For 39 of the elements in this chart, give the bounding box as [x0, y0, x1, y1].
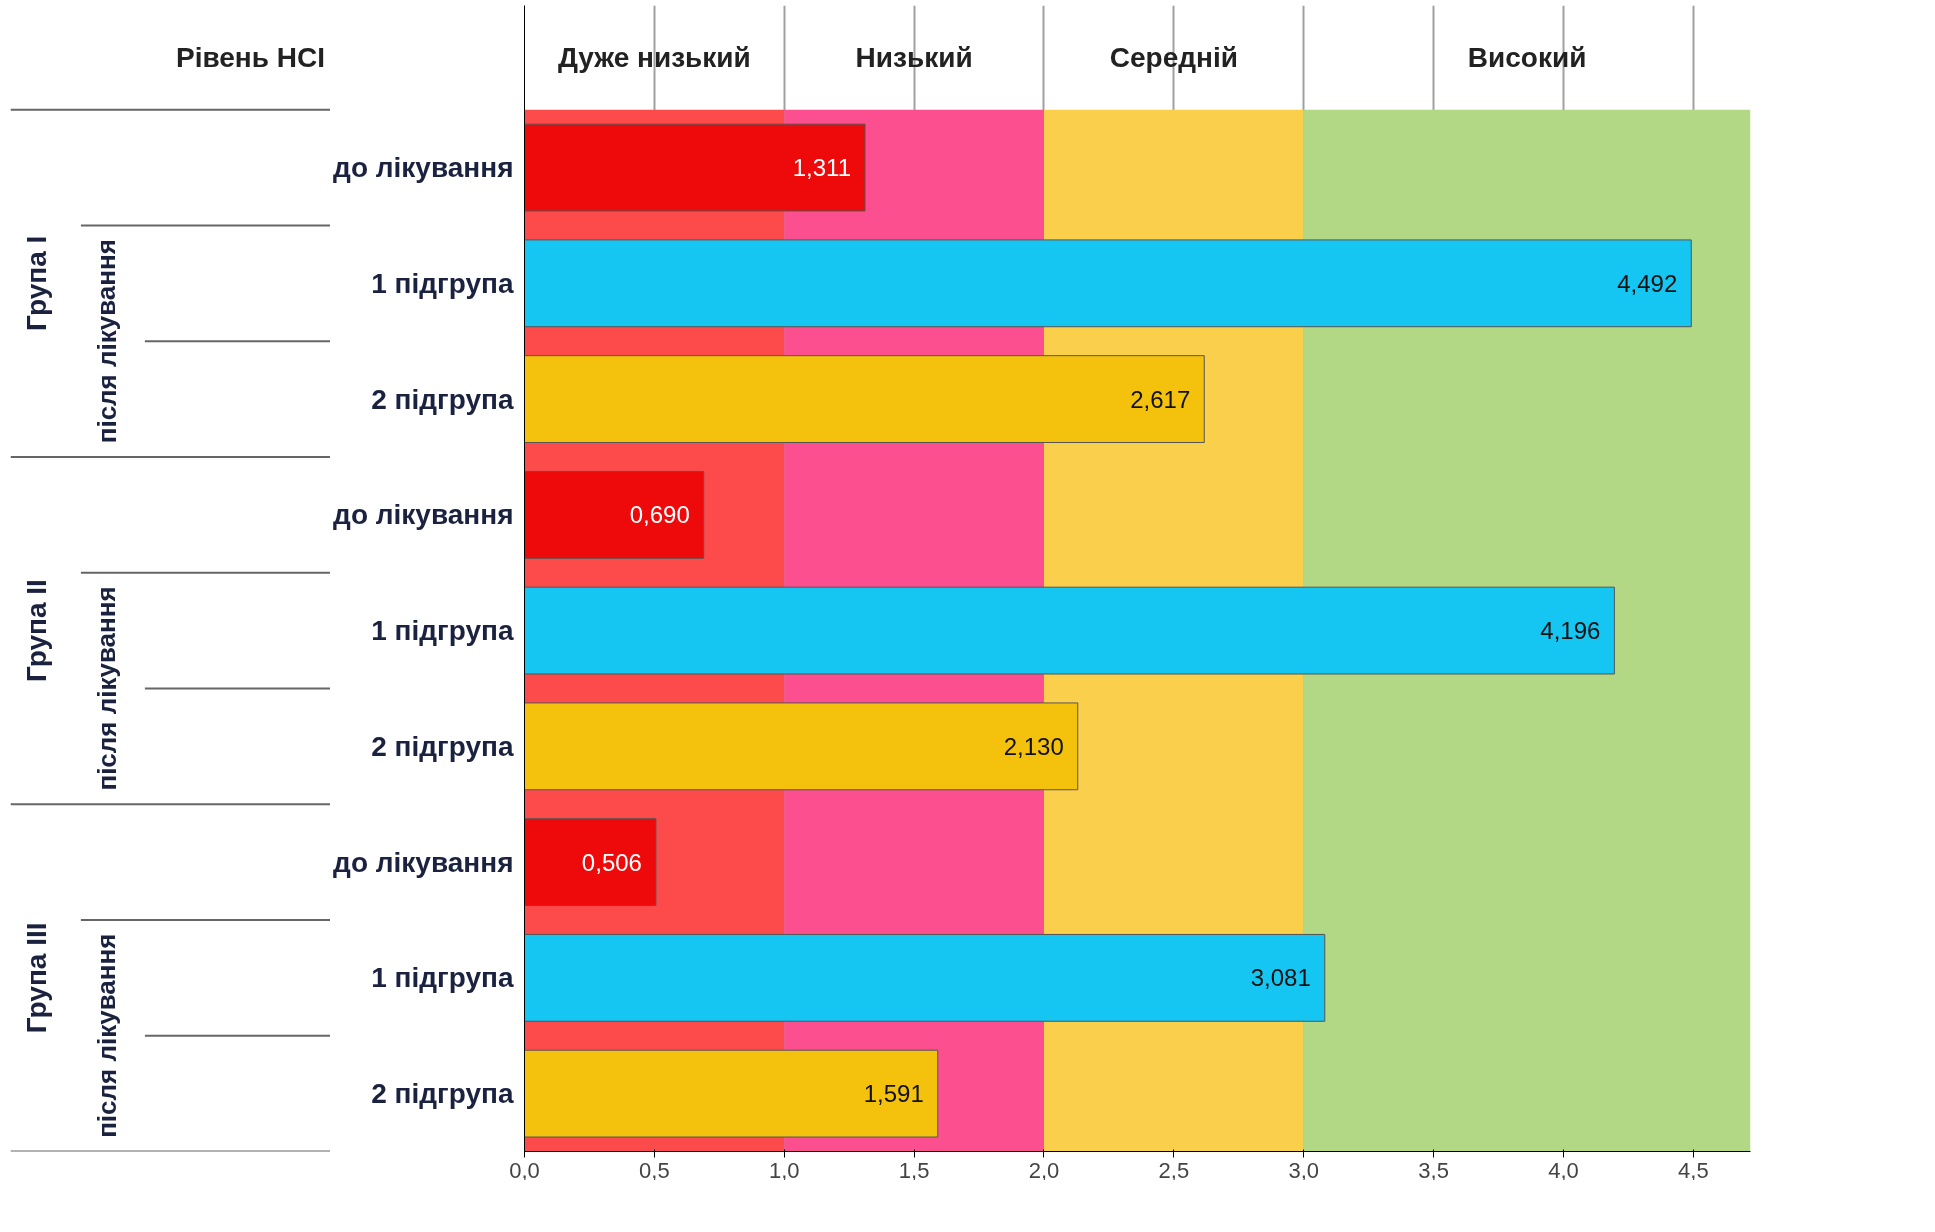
x-tick-label: 3,0 [1288, 1157, 1320, 1183]
x-tick-label: 3,5 [1418, 1157, 1449, 1183]
band-label: Середній [1109, 42, 1238, 74]
text: після лікування [91, 239, 122, 444]
y-tick-label: до лікування [333, 846, 514, 878]
data-label: 0,506 [581, 848, 642, 876]
data-label: 2,130 [1003, 732, 1064, 760]
x-tick-label: 4,0 [1548, 1157, 1579, 1183]
text: після лікування [91, 933, 122, 1138]
data-label: 1,591 [863, 1080, 924, 1108]
data-label: 0,690 [629, 501, 690, 529]
x-tick-label: 0,0 [509, 1157, 540, 1183]
x-tick-label: 1,5 [898, 1157, 930, 1183]
data-label: 1,311 [792, 154, 852, 182]
y-tick-label: 2 підгрупа [371, 1078, 514, 1110]
text: після лікування [91, 586, 122, 791]
data-label: 3,081 [1250, 964, 1311, 992]
x-tick-label: 0,5 [639, 1157, 670, 1183]
x-tick-label: 1,0 [768, 1157, 800, 1183]
y-tick-label: 2 підгрупа [371, 383, 514, 415]
data-label: 4,492 [1617, 269, 1678, 297]
y-tick-label: 1 підгрупа [371, 962, 514, 994]
data-label: 4,196 [1540, 617, 1601, 645]
y-tick-label: до лікування [333, 499, 514, 531]
band-label: Дуже низький [558, 42, 751, 74]
band-label: Низький [855, 42, 973, 74]
band-label: Високий [1467, 42, 1587, 74]
x-tick-label: 2,0 [1028, 1157, 1060, 1183]
x-tick-label: 2,5 [1158, 1157, 1190, 1183]
y-tick-label: 2 підгрупа [371, 730, 514, 762]
text: Група II [20, 579, 52, 683]
text: Рівень НСІ [176, 42, 325, 74]
text: Група III [20, 922, 52, 1034]
text: Група I [20, 235, 52, 331]
x-tick-label: 4,5 [1678, 1157, 1709, 1183]
y-tick-label: 1 підгрупа [371, 267, 514, 299]
data-label: 2,617 [1130, 385, 1191, 413]
y-tick-label: 1 підгрупа [371, 615, 514, 647]
y-tick-label: до лікування [333, 152, 514, 184]
